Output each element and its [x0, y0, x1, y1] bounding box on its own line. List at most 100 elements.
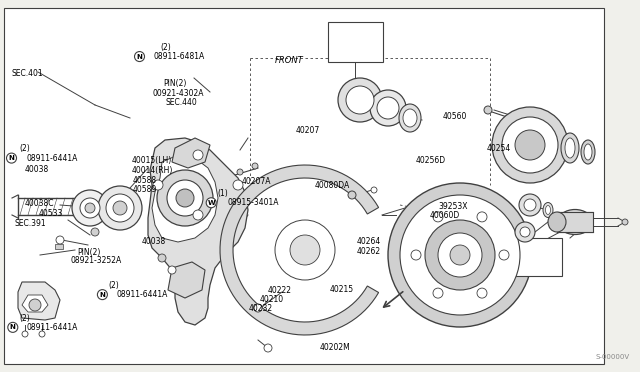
Circle shape	[193, 150, 203, 160]
Text: 40232: 40232	[248, 304, 273, 312]
Text: 40254: 40254	[486, 144, 511, 153]
Text: (2): (2)	[160, 43, 171, 52]
Text: 40038: 40038	[24, 165, 49, 174]
Polygon shape	[220, 165, 379, 335]
Text: 40256D: 40256D	[416, 156, 446, 165]
Ellipse shape	[545, 205, 550, 215]
Circle shape	[377, 97, 399, 119]
Circle shape	[346, 86, 374, 114]
Text: 40080DA: 40080DA	[315, 181, 350, 190]
Polygon shape	[18, 282, 60, 320]
Circle shape	[22, 331, 28, 337]
Text: (2): (2)	[109, 281, 120, 290]
Circle shape	[233, 180, 243, 190]
Circle shape	[8, 323, 18, 332]
Circle shape	[72, 190, 108, 226]
Circle shape	[252, 163, 258, 169]
Ellipse shape	[561, 133, 579, 163]
Circle shape	[433, 212, 443, 222]
Ellipse shape	[581, 140, 595, 164]
Circle shape	[158, 254, 166, 262]
Circle shape	[91, 228, 99, 236]
Circle shape	[85, 203, 95, 213]
Text: 40210: 40210	[259, 295, 284, 304]
Text: W: W	[207, 200, 215, 206]
Circle shape	[499, 250, 509, 260]
Circle shape	[515, 222, 535, 242]
Text: SEC.391: SEC.391	[14, 219, 45, 228]
Text: 40207: 40207	[296, 126, 320, 135]
Text: 08911-6441A: 08911-6441A	[116, 290, 168, 299]
Circle shape	[290, 235, 320, 265]
Circle shape	[134, 52, 145, 61]
Text: 40060D: 40060D	[430, 211, 460, 219]
Circle shape	[348, 191, 356, 199]
Circle shape	[106, 194, 134, 222]
Text: 40222: 40222	[268, 286, 292, 295]
Text: 40014(RH): 40014(RH)	[131, 166, 173, 175]
Ellipse shape	[543, 202, 553, 218]
Text: 40207A: 40207A	[242, 177, 271, 186]
Circle shape	[176, 189, 194, 207]
Bar	[557, 212, 593, 232]
Text: 40015(LH): 40015(LH)	[131, 156, 172, 165]
Circle shape	[168, 266, 176, 274]
Circle shape	[206, 198, 216, 208]
Circle shape	[484, 106, 492, 114]
Circle shape	[113, 201, 127, 215]
Circle shape	[153, 180, 163, 190]
Text: (2): (2)	[19, 144, 30, 153]
Circle shape	[502, 117, 558, 173]
Text: N: N	[99, 292, 106, 298]
Text: 40560: 40560	[443, 112, 467, 121]
Text: 39253X: 39253X	[438, 202, 468, 211]
Text: 00921-4302A: 00921-4302A	[152, 89, 204, 97]
Text: N: N	[10, 324, 16, 330]
Circle shape	[275, 220, 335, 280]
Circle shape	[400, 195, 520, 315]
Ellipse shape	[584, 144, 592, 160]
Ellipse shape	[403, 109, 417, 127]
Polygon shape	[168, 262, 205, 298]
Circle shape	[371, 187, 377, 193]
Bar	[328, 22, 383, 62]
Text: 40533: 40533	[38, 209, 63, 218]
Polygon shape	[152, 155, 218, 242]
Text: 40038: 40038	[142, 237, 166, 246]
Circle shape	[520, 227, 530, 237]
Text: 40215: 40215	[330, 285, 354, 294]
Text: 40262: 40262	[357, 247, 381, 256]
Circle shape	[438, 233, 482, 277]
Text: SEC.401: SEC.401	[12, 69, 43, 78]
Circle shape	[6, 153, 17, 163]
Circle shape	[338, 78, 382, 122]
Ellipse shape	[565, 138, 575, 158]
Circle shape	[477, 288, 487, 298]
Circle shape	[411, 250, 421, 260]
Circle shape	[80, 198, 100, 218]
Circle shape	[370, 90, 406, 126]
Circle shape	[515, 130, 545, 160]
Circle shape	[519, 194, 541, 216]
Ellipse shape	[548, 212, 566, 232]
Circle shape	[157, 170, 213, 226]
Text: 08911-6441A: 08911-6441A	[27, 323, 78, 332]
Text: (2): (2)	[19, 314, 30, 323]
Text: PIN(2): PIN(2)	[163, 79, 187, 88]
Bar	[55, 244, 63, 249]
Text: 40588: 40588	[133, 176, 157, 185]
Text: 40038C: 40038C	[24, 199, 54, 208]
Text: PIN(2): PIN(2)	[77, 248, 100, 257]
Text: 40202M: 40202M	[320, 343, 351, 352]
Circle shape	[433, 288, 443, 298]
Text: 08911-6441A: 08911-6441A	[27, 154, 78, 163]
Circle shape	[477, 212, 487, 222]
Circle shape	[193, 210, 203, 220]
Circle shape	[29, 299, 41, 311]
Bar	[507, 238, 562, 276]
Text: 08911-6481A: 08911-6481A	[154, 52, 205, 61]
Text: 08915-3401A: 08915-3401A	[227, 198, 278, 207]
Circle shape	[524, 199, 536, 211]
Ellipse shape	[557, 209, 593, 234]
Circle shape	[39, 331, 45, 337]
